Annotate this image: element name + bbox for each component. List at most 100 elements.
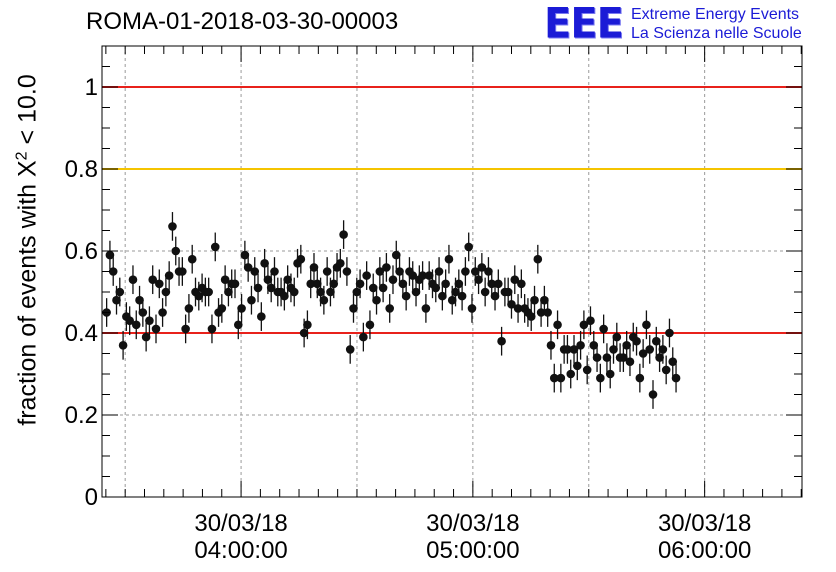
data-point bbox=[510, 275, 520, 285]
data-point bbox=[464, 242, 473, 252]
data-point bbox=[599, 324, 608, 334]
data-point bbox=[665, 328, 674, 338]
data-point bbox=[247, 295, 256, 305]
data-point bbox=[596, 373, 605, 383]
logo-line-1: Extreme Energy Events bbox=[630, 6, 800, 23]
data-point bbox=[243, 263, 253, 272]
data-point bbox=[441, 279, 450, 289]
data-point bbox=[480, 287, 490, 297]
x-tick-time-label: 05:00:00 bbox=[426, 537, 519, 564]
y-tick-label: 0.6 bbox=[65, 238, 98, 265]
data-point bbox=[411, 287, 421, 297]
data-point bbox=[431, 283, 441, 293]
data-point bbox=[470, 267, 480, 276]
data-point bbox=[263, 275, 273, 285]
data-point bbox=[382, 263, 391, 272]
data-point bbox=[316, 287, 325, 297]
data-point bbox=[421, 304, 431, 313]
eee-logo: EEE Extreme Energy Events La Scienza nel… bbox=[544, 2, 802, 46]
data-point bbox=[339, 230, 348, 239]
data-point bbox=[178, 267, 187, 276]
data-point bbox=[388, 275, 398, 285]
data-point bbox=[477, 263, 487, 272]
data-point bbox=[115, 287, 125, 297]
data-point bbox=[582, 365, 592, 375]
data-points bbox=[102, 212, 681, 409]
data-point bbox=[385, 304, 394, 313]
data-point bbox=[303, 320, 312, 330]
data-point bbox=[612, 332, 622, 342]
data-point bbox=[424, 271, 434, 280]
data-point bbox=[158, 308, 167, 317]
data-point bbox=[553, 320, 562, 330]
data-point bbox=[148, 275, 158, 285]
data-point bbox=[372, 295, 381, 305]
data-point bbox=[326, 287, 335, 297]
data-point bbox=[135, 295, 144, 305]
data-point bbox=[260, 259, 269, 268]
data-point bbox=[233, 320, 243, 330]
data-point bbox=[536, 308, 546, 317]
data-point bbox=[368, 283, 378, 293]
data-point bbox=[671, 373, 681, 383]
data-point bbox=[138, 308, 148, 317]
data-point bbox=[605, 369, 615, 379]
data-point bbox=[230, 279, 240, 289]
data-point bbox=[395, 267, 404, 276]
data-point bbox=[408, 271, 418, 280]
data-point bbox=[434, 267, 444, 276]
data-point bbox=[359, 332, 368, 342]
data-point bbox=[566, 369, 576, 379]
data-point bbox=[322, 267, 332, 276]
data-point bbox=[467, 304, 477, 313]
data-point bbox=[336, 259, 345, 268]
data-point bbox=[187, 254, 197, 264]
data-point bbox=[563, 345, 572, 354]
logo-line-2: La Scienza nelle Scuole bbox=[630, 25, 802, 42]
y-tick-label: 0.8 bbox=[65, 156, 98, 183]
data-point bbox=[490, 291, 500, 301]
data-point bbox=[312, 279, 322, 289]
data-point bbox=[579, 320, 589, 330]
data-point bbox=[668, 357, 678, 367]
data-point bbox=[112, 295, 121, 305]
data-point bbox=[164, 271, 174, 280]
data-point bbox=[207, 324, 217, 334]
data-point bbox=[546, 341, 556, 350]
data-point bbox=[569, 345, 579, 354]
data-point bbox=[447, 295, 457, 305]
data-point bbox=[309, 263, 319, 272]
data-point bbox=[345, 345, 355, 354]
data-point bbox=[530, 295, 539, 305]
data-point bbox=[210, 242, 220, 252]
data-point bbox=[125, 316, 134, 326]
data-point bbox=[648, 390, 658, 399]
data-point bbox=[349, 304, 358, 313]
y-tick-label: 0 bbox=[85, 484, 98, 511]
data-point bbox=[131, 320, 141, 330]
data-point bbox=[503, 287, 513, 297]
y-tick-label: 0.4 bbox=[65, 320, 98, 347]
data-point bbox=[118, 341, 128, 350]
logo-mark: EEE bbox=[544, 0, 624, 49]
data-point bbox=[645, 345, 655, 354]
data-point bbox=[299, 328, 309, 338]
data-point bbox=[461, 267, 470, 276]
data-point bbox=[655, 353, 664, 362]
grid-lines bbox=[102, 46, 802, 497]
logo-text: Extreme Energy Events La Scienza nelle S… bbox=[631, 5, 802, 43]
x-tick-time-label: 04:00:00 bbox=[194, 537, 287, 564]
data-point bbox=[306, 279, 316, 289]
data-point bbox=[573, 361, 582, 371]
data-point bbox=[438, 291, 447, 301]
x-tick-time-label: 06:00:00 bbox=[658, 537, 751, 564]
data-point bbox=[329, 279, 339, 289]
data-point bbox=[365, 320, 375, 330]
data-point bbox=[270, 267, 279, 276]
y-tick-label: 0.2 bbox=[65, 402, 98, 429]
data-point bbox=[184, 304, 194, 313]
data-point bbox=[171, 246, 181, 256]
data-point bbox=[549, 373, 559, 383]
data-point bbox=[589, 341, 599, 350]
data-point bbox=[658, 345, 668, 354]
